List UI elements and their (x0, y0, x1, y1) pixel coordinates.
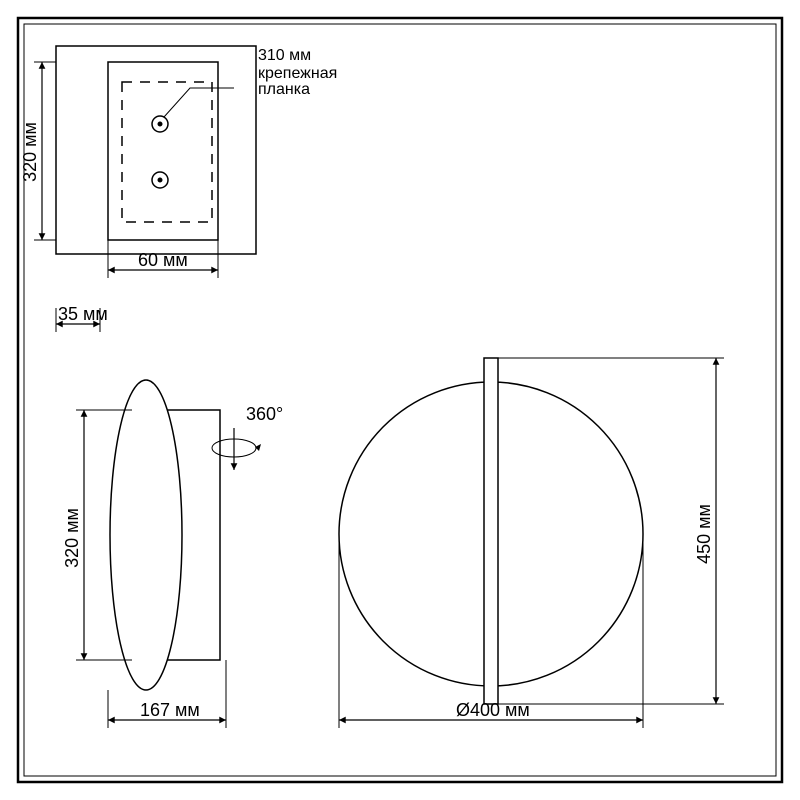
rotation-360: 360° (246, 404, 283, 424)
label-top-320mm: 320 мм (20, 122, 40, 182)
side-disc (110, 380, 182, 690)
label-450mm: 450 мм (694, 504, 714, 564)
label-167mm: 167 мм (140, 700, 200, 720)
label-35mm: 35 мм (58, 304, 108, 324)
label-60mm: 60 мм (138, 250, 188, 270)
callout-310mm: 310 мм (258, 47, 311, 64)
front-bar (484, 358, 498, 704)
label-side-320mm: 320 мм (62, 508, 82, 568)
svg-text:планка: планка (258, 81, 310, 98)
svg-text:крепежная: крепежная (258, 65, 337, 82)
label-400mm: Ø400 мм (456, 700, 530, 720)
